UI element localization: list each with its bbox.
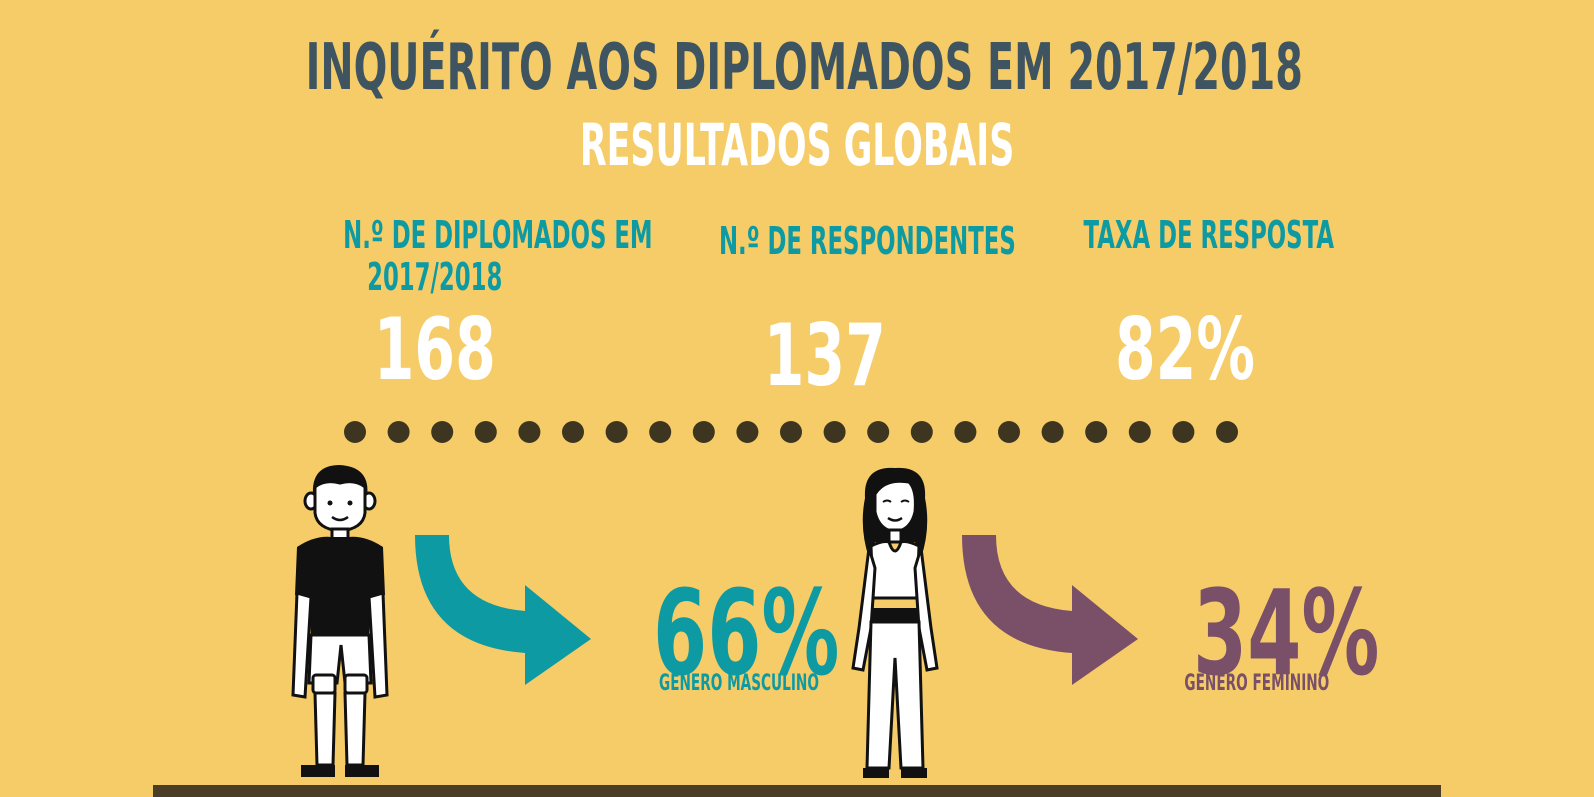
separator-dot (562, 421, 584, 443)
separator-dot (780, 421, 802, 443)
separator-dot (649, 421, 672, 443)
teal-arrow-icon (415, 535, 591, 685)
stat-value-respondents: 137 (763, 306, 887, 406)
separator-dot (344, 421, 366, 443)
stat-label-graduates: N.º DE DIPLOMADOS EM 2017/2018 (343, 213, 653, 299)
separator-dot (954, 421, 977, 443)
purple-arrow-icon (962, 535, 1138, 685)
male-label: GÉNERO MASCULINO (659, 671, 819, 696)
ground-bar (153, 785, 1441, 797)
separator-dot (431, 421, 454, 443)
female-person-icon (851, 467, 939, 778)
separator-dot (474, 421, 497, 443)
separator-dot (1172, 421, 1195, 443)
separator-dot (1041, 421, 1064, 443)
dot-separator (344, 421, 1238, 443)
separator-dot (910, 421, 933, 443)
separator-dot (692, 421, 715, 443)
stat-label-response-rate: TAXA DE RESPOSTA (1083, 213, 1335, 257)
separator-dot (1128, 421, 1151, 443)
stat-value-response-rate: 82% (1115, 300, 1255, 400)
male-person-icon (291, 465, 389, 777)
page-title: INQUÉRITO AOS DIPLOMADOS EM 2017/2018 (305, 31, 1303, 105)
separator-dot (998, 421, 1020, 443)
stat-value-graduates: 168 (373, 300, 497, 400)
separator-dot (1216, 421, 1238, 443)
separator-dot (387, 421, 410, 443)
separator-dot (867, 421, 890, 443)
separator-dot (1085, 421, 1108, 443)
female-label: GÉNERO FEMININO (1184, 671, 1330, 696)
separator-dot (605, 421, 628, 443)
separator-dot (823, 421, 846, 443)
separator-dot (736, 421, 759, 443)
page-subtitle: RESULTADOS GLOBAIS (579, 111, 1015, 179)
female-percent: 34% (1193, 564, 1380, 702)
separator-dot (518, 421, 541, 443)
stat-label-respondents: N.º DE RESPONDENTES (718, 219, 1016, 263)
male-percent: 66% (653, 564, 840, 702)
